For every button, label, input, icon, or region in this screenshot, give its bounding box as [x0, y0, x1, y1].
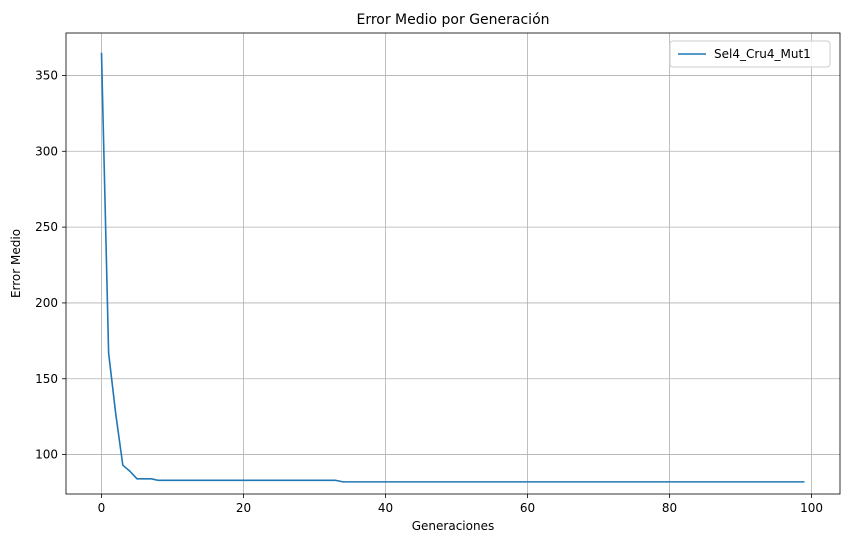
chart-title: Error Medio por Generación	[356, 12, 549, 28]
series-line-0	[100, 52, 805, 483]
x-tick-label: 60	[520, 501, 535, 515]
series-group	[100, 52, 805, 483]
legend: Sel4_Cru4_Mut1	[669, 40, 831, 68]
x-axis-ticks: 0 20 40 60 80 100	[98, 494, 823, 515]
x-tick-label: 0	[98, 501, 106, 515]
y-tick-label: 150	[35, 372, 58, 386]
y-axis-ticks: 100 150 200 250 300 350	[35, 68, 66, 462]
y-tick-label: 350	[35, 68, 58, 82]
y-tick-label: 300	[35, 144, 58, 158]
axes-frame	[65, 32, 841, 495]
x-axis-label: Generaciones	[412, 519, 494, 533]
legend-box	[669, 40, 831, 68]
x-tick-label: 20	[236, 501, 251, 515]
legend-label: Sel4_Cru4_Mut1	[714, 47, 811, 61]
y-axis-label: Error Medio	[9, 229, 23, 298]
y-tick-label: 250	[35, 220, 58, 234]
y-tick-label: 100	[35, 448, 58, 462]
y-tick-label: 200	[35, 296, 58, 310]
grid-lines	[66, 33, 840, 494]
x-tick-label: 100	[800, 501, 823, 515]
x-tick-label: 40	[378, 501, 393, 515]
x-tick-label: 80	[662, 501, 677, 515]
